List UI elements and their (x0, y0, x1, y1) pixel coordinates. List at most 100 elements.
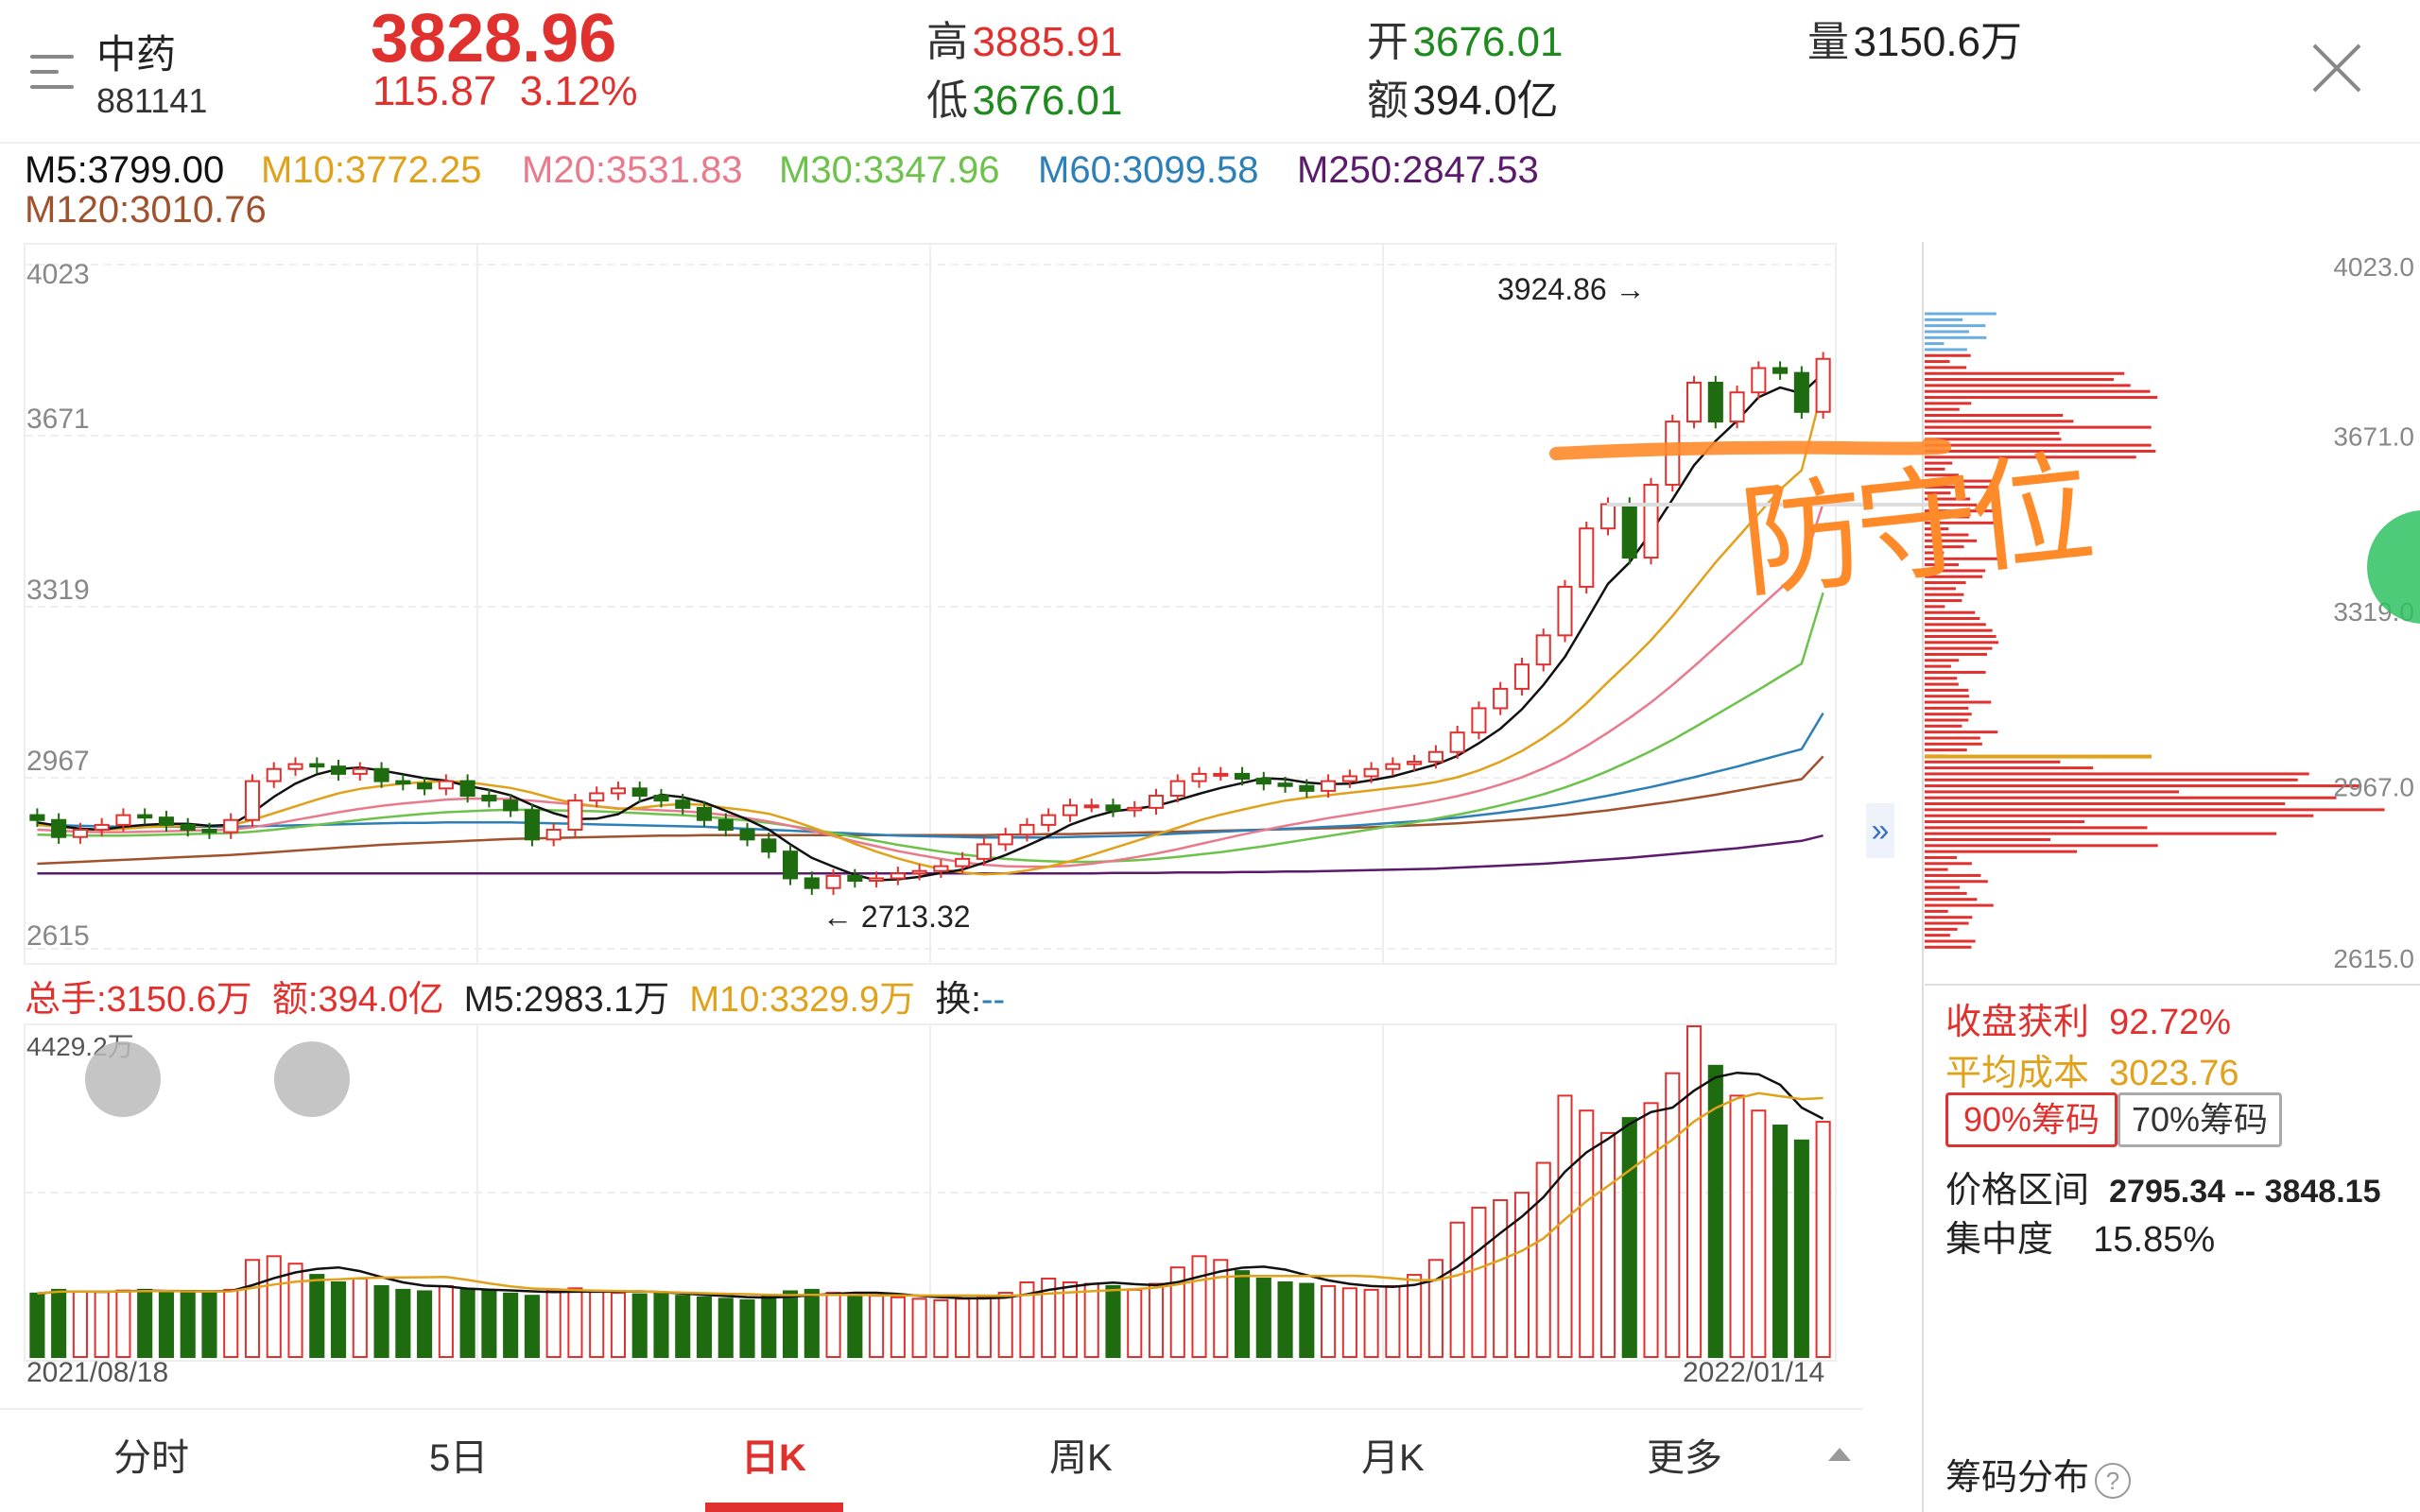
ma-lines (37, 372, 1824, 882)
candle-up (1513, 663, 1530, 690)
chip-70-button[interactable]: 70%筹码 (2118, 1092, 2282, 1147)
header-divider (0, 142, 2420, 144)
chip-bar (1925, 724, 1962, 728)
candle-up (1169, 780, 1185, 798)
candle-down (696, 806, 713, 821)
chip-bar (1925, 898, 1978, 902)
chip-bar (1925, 778, 2298, 782)
price-change-pct: 3.12% (519, 68, 638, 114)
candle-up (976, 843, 992, 860)
chip-bar (1925, 431, 2060, 435)
volume-bar (933, 1298, 949, 1358)
candle-up (438, 780, 454, 790)
chip-bar (1925, 366, 1967, 369)
candle-down (158, 816, 175, 826)
tab-intraday[interactable]: 分时 (113, 1437, 189, 1479)
chip-bar (1925, 335, 1987, 339)
volume-bar (352, 1278, 368, 1359)
help-icon[interactable]: ? (2095, 1463, 2132, 1499)
candle-up (287, 763, 303, 770)
candle-up (1599, 503, 1616, 530)
chip-bar (1925, 700, 1992, 704)
candle-up (589, 792, 605, 802)
volume-bar (610, 1292, 627, 1358)
menu-icon[interactable] (30, 53, 74, 91)
chip-bar (1925, 497, 1971, 501)
prev-arrow-icon[interactable] (85, 1041, 161, 1117)
chip-bar (1925, 617, 1980, 621)
stock-code: 881141 (96, 81, 208, 120)
candle-down (804, 877, 820, 889)
volume-bar (761, 1295, 777, 1359)
chip-bar (1925, 808, 2385, 812)
stock-name: 中药 (96, 32, 177, 77)
volume-bar (1213, 1259, 1229, 1359)
caret-up-icon[interactable] (1828, 1448, 1851, 1461)
chip-bar (1925, 903, 1994, 907)
chip-bar (1925, 581, 1966, 585)
volume-bar (1407, 1274, 1423, 1358)
candle-down (631, 787, 648, 798)
chip-bar (1925, 610, 1976, 614)
candle-up (1643, 483, 1659, 559)
current-price: 3828.96 (371, 1, 617, 77)
chip-bar (1925, 420, 2074, 423)
candle-down (29, 814, 45, 821)
chip-bar (1925, 575, 1983, 578)
candle-down (739, 829, 755, 841)
chip-bar (1925, 736, 1980, 740)
chip-bar (1925, 868, 1948, 871)
volume-bar (890, 1296, 906, 1358)
volume-bar (1427, 1259, 1443, 1359)
volume-bar (1665, 1072, 1681, 1358)
chip-bar (1925, 837, 2051, 841)
chip-title[interactable]: 筹码分布? (1945, 1448, 2132, 1500)
tab-daily[interactable]: 日K (741, 1437, 806, 1479)
ma5-legend: M5:3799.00 (25, 149, 225, 191)
next-arrow-icon[interactable] (274, 1041, 350, 1117)
tab-weekly[interactable]: 周K (1049, 1437, 1113, 1479)
candle-up (266, 767, 282, 782)
candle-up (1579, 527, 1595, 588)
candle-down (847, 874, 863, 883)
candle-up (825, 874, 841, 889)
candle-up (869, 877, 885, 883)
volume-amount: 额:394.0亿 (271, 980, 444, 1020)
volume-bar (459, 1288, 475, 1358)
price-change-value: 115.87 (372, 68, 497, 114)
chip-bar (1925, 485, 1989, 489)
volume-bar (1751, 1109, 1767, 1358)
tab-5day[interactable]: 5日 (429, 1437, 489, 1479)
chip-tick-label: 2967.0 (2333, 773, 2414, 802)
chip-90-button[interactable]: 90%筹码 (1945, 1092, 2118, 1147)
volume-m10: M10:3329.9万 (689, 980, 916, 1020)
chip-bar (1925, 652, 1987, 656)
chip-bar (1925, 695, 1970, 698)
candle-down (675, 799, 691, 809)
price-tick-label: 3671 (26, 404, 90, 435)
candle-down (1299, 784, 1315, 792)
expand-chips-icon[interactable]: » (1866, 803, 1894, 858)
tab-monthly[interactable]: 月K (1361, 1437, 1425, 1479)
price-change: 115.87 3.12% (372, 68, 638, 115)
volume-bar (438, 1284, 454, 1359)
chip-bar (1925, 515, 1970, 519)
chip-bar (1925, 425, 2152, 429)
volume-bar (653, 1292, 669, 1359)
chip-bar (1925, 628, 1993, 632)
defense-line (1549, 438, 1952, 460)
volume-bar (1599, 1131, 1616, 1358)
candle-down (201, 829, 217, 833)
tab-more[interactable]: 更多 (1647, 1437, 1722, 1479)
period-tabs: 分时 5日 日K 周K 月K 更多 (0, 1410, 1862, 1512)
arrow-left-icon: ← (822, 900, 853, 934)
chip-bar (1925, 730, 1998, 734)
volume-total: 总手:3150.6万 (25, 980, 252, 1020)
price-axis: 4023 3671 3319 2967 2615 (26, 259, 90, 952)
candle-up (1019, 823, 1035, 836)
chip-bar (1925, 563, 1960, 567)
chip-bar (1925, 850, 2078, 853)
chip-bar (1925, 533, 1969, 537)
volume-bar (1685, 1025, 1703, 1358)
